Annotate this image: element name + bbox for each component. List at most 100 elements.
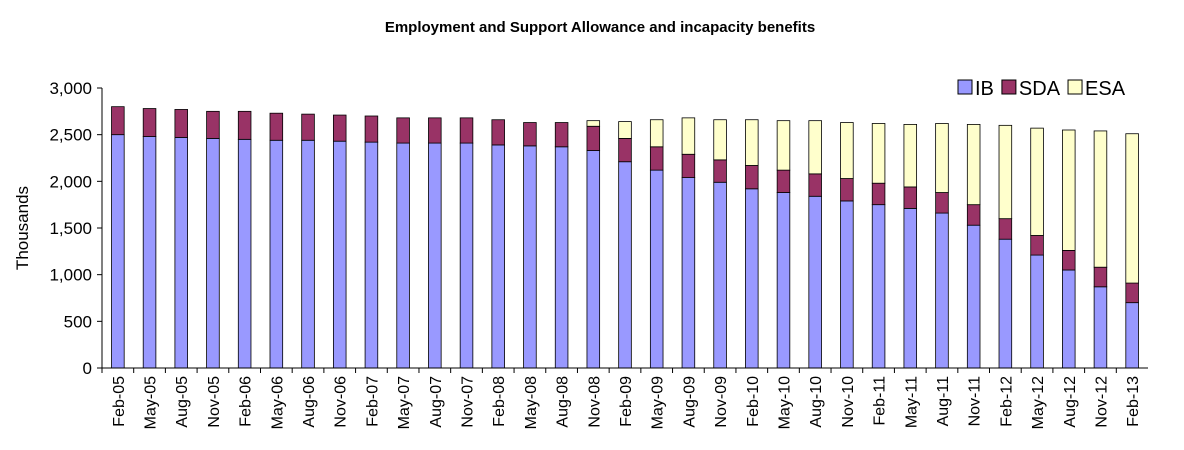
bar-segment bbox=[713, 119, 727, 161]
bar-segment bbox=[396, 142, 410, 369]
bar-segment bbox=[998, 218, 1013, 240]
bar-segment bbox=[142, 136, 157, 369]
x-tick-label: Nov-05 bbox=[206, 376, 223, 428]
bar-segment bbox=[935, 192, 949, 214]
bar-segment bbox=[840, 122, 854, 179]
bar-segment bbox=[871, 123, 886, 184]
x-tick-label: Feb-09 bbox=[618, 376, 635, 427]
x-tick-label: Aug-06 bbox=[301, 376, 318, 428]
bar-segment bbox=[649, 169, 664, 369]
x-tick-label: Nov-08 bbox=[586, 376, 603, 428]
bar-segment bbox=[681, 153, 696, 178]
bar-segment bbox=[1125, 302, 1139, 369]
x-tick-label: Nov-07 bbox=[460, 376, 477, 428]
y-tick-label: 1,500 bbox=[49, 219, 92, 238]
x-tick-label: Feb-06 bbox=[238, 376, 255, 427]
bar-segment bbox=[523, 122, 537, 147]
bar-segment bbox=[966, 124, 981, 206]
bar-segment bbox=[554, 146, 569, 369]
bar-segment bbox=[713, 181, 727, 369]
bar-segment bbox=[871, 204, 886, 369]
x-tick-label: Nov-12 bbox=[1093, 376, 1110, 428]
bar-segment bbox=[586, 120, 601, 127]
bar-segment bbox=[237, 110, 252, 140]
bar-segment bbox=[586, 125, 601, 151]
bar-segment bbox=[554, 122, 569, 148]
bar-segment bbox=[808, 173, 822, 197]
y-tick-label: 0 bbox=[83, 359, 92, 378]
x-tick-label: Nov-09 bbox=[713, 376, 730, 428]
bar-segment bbox=[713, 159, 727, 183]
x-tick-label: Aug-11 bbox=[935, 376, 952, 427]
y-tick-label: 500 bbox=[64, 312, 92, 331]
bar-segment bbox=[998, 238, 1013, 369]
x-tick-label: Aug-05 bbox=[174, 376, 191, 428]
bar-segment bbox=[206, 137, 220, 369]
bar-segment bbox=[966, 224, 981, 369]
x-tick-label: Nov-11 bbox=[967, 376, 984, 426]
bar-segment bbox=[681, 177, 696, 369]
x-tick-label: Aug-07 bbox=[428, 376, 445, 428]
bar-segment bbox=[174, 109, 188, 138]
x-tick-label: Feb-05 bbox=[111, 376, 128, 427]
bar-segment bbox=[1093, 130, 1108, 268]
bar-segment bbox=[903, 207, 918, 369]
bar-segment bbox=[776, 169, 791, 193]
y-tick-label: 2,500 bbox=[49, 126, 92, 145]
legend-label: IB bbox=[975, 78, 994, 100]
bar-segment bbox=[935, 212, 949, 369]
bar-segment bbox=[1093, 286, 1108, 369]
bar-segment bbox=[998, 124, 1013, 220]
bar-segment bbox=[776, 120, 791, 171]
bar-segment bbox=[269, 139, 284, 369]
bar-segment bbox=[618, 161, 632, 369]
bar-segment bbox=[681, 117, 696, 155]
x-tick-label: May-09 bbox=[650, 376, 667, 429]
bar-segment bbox=[111, 134, 125, 369]
bar-segment bbox=[459, 142, 474, 369]
x-tick-label: May-10 bbox=[776, 376, 793, 429]
bar-segment bbox=[174, 137, 188, 369]
bar-segment bbox=[332, 114, 347, 142]
bar-segment bbox=[428, 142, 442, 369]
bar-segment bbox=[649, 119, 664, 148]
bar-segment bbox=[1030, 254, 1044, 369]
bar-segment bbox=[618, 137, 632, 163]
x-tick-label: May-08 bbox=[523, 376, 540, 429]
bar-segment bbox=[459, 117, 474, 144]
bar-segment bbox=[808, 120, 822, 175]
y-tick-label: 3,000 bbox=[49, 79, 92, 98]
bar-segment bbox=[745, 165, 759, 190]
bar-segment bbox=[808, 195, 822, 369]
bar-segment bbox=[1062, 129, 1076, 251]
bar-segment bbox=[586, 150, 601, 369]
bar-segment bbox=[142, 108, 157, 137]
bar-segment bbox=[269, 112, 284, 141]
bar-segment bbox=[206, 110, 220, 139]
bar-segment bbox=[523, 145, 537, 369]
bar-segment bbox=[491, 119, 505, 146]
bar-segment bbox=[1030, 235, 1044, 256]
x-tick-label: May-05 bbox=[143, 376, 160, 429]
bar-segment bbox=[840, 178, 854, 202]
x-tick-label: Nov-10 bbox=[840, 376, 857, 428]
bar-segment bbox=[364, 115, 379, 143]
bar-segment bbox=[364, 141, 379, 369]
legend-swatch bbox=[1001, 79, 1017, 95]
legend-swatch bbox=[1067, 79, 1083, 95]
x-tick-label: Feb-13 bbox=[1125, 376, 1142, 427]
bar-segment bbox=[871, 182, 886, 206]
bar-segment bbox=[237, 138, 252, 369]
x-tick-label: Aug-08 bbox=[555, 376, 572, 428]
bar-segment bbox=[428, 117, 442, 144]
x-tick-label: Feb-12 bbox=[998, 376, 1015, 427]
bar-segment bbox=[396, 117, 410, 144]
y-axis-label: Thousands bbox=[13, 186, 32, 270]
bar-segment bbox=[966, 204, 981, 226]
bar-segment bbox=[903, 186, 918, 209]
bar-segment bbox=[1093, 266, 1108, 288]
legend-label: SDA bbox=[1019, 78, 1061, 100]
legend-label: ESA bbox=[1085, 78, 1126, 100]
bar-segment bbox=[332, 140, 347, 369]
